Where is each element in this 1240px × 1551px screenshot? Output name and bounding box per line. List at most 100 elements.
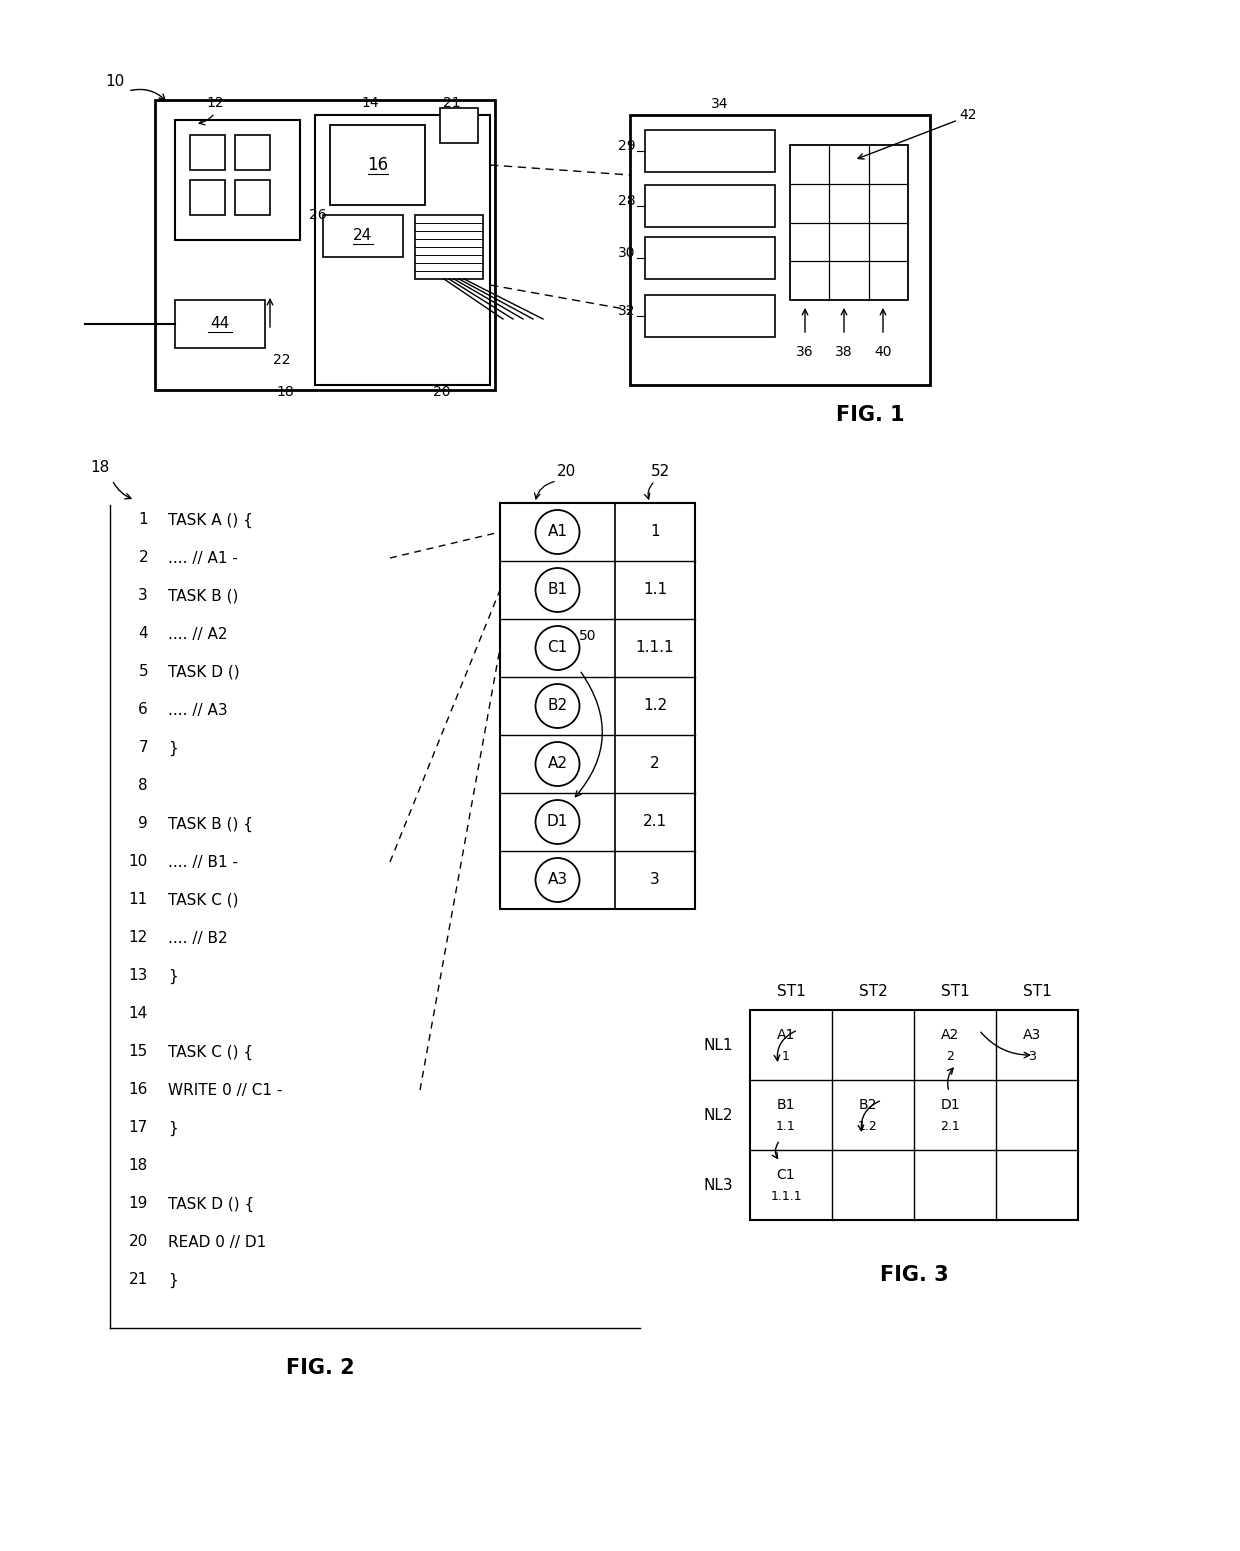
Text: 1.1: 1.1 (642, 583, 667, 597)
Text: 1: 1 (139, 512, 148, 527)
Text: 1: 1 (650, 524, 660, 540)
Text: 1.1.1: 1.1.1 (770, 1191, 802, 1204)
Text: WRITE 0 // C1 -: WRITE 0 // C1 - (167, 1083, 283, 1098)
Text: A2: A2 (941, 1028, 959, 1042)
Text: FIG. 2: FIG. 2 (285, 1359, 355, 1377)
Text: 20: 20 (129, 1235, 148, 1250)
Bar (645, 185, 775, 226)
Text: 10: 10 (105, 74, 125, 90)
Text: 3: 3 (138, 588, 148, 603)
Bar (155, 99, 495, 389)
Text: 6: 6 (138, 703, 148, 718)
Text: TASK A () {: TASK A () { (167, 512, 253, 527)
Text: }: } (167, 740, 177, 755)
Text: FIG. 3: FIG. 3 (879, 1266, 949, 1284)
Text: 10: 10 (129, 855, 148, 870)
Text: C1: C1 (776, 1168, 795, 1182)
Text: 12: 12 (206, 96, 223, 110)
Text: 20: 20 (557, 464, 577, 479)
Text: 2: 2 (946, 1050, 954, 1064)
Text: 21: 21 (129, 1272, 148, 1287)
Bar (190, 135, 224, 171)
Bar (415, 216, 484, 279)
Text: }: } (167, 1272, 177, 1287)
Text: A1: A1 (548, 524, 568, 540)
Text: 13: 13 (129, 968, 148, 983)
Text: 36: 36 (796, 344, 813, 358)
Bar (790, 144, 908, 299)
Text: .... // A1 -: .... // A1 - (167, 551, 238, 566)
Text: A2: A2 (548, 757, 568, 771)
Text: 1.1.1: 1.1.1 (636, 641, 675, 656)
Text: 1.1: 1.1 (776, 1120, 796, 1134)
Text: 18: 18 (129, 1159, 148, 1174)
Text: 18: 18 (277, 385, 294, 399)
Bar (322, 216, 403, 257)
Text: 30: 30 (619, 247, 636, 261)
Bar (500, 503, 694, 909)
Text: .... // A2: .... // A2 (167, 627, 227, 642)
Text: 28: 28 (619, 194, 636, 208)
Text: TASK C (): TASK C () (167, 892, 238, 907)
Text: 9: 9 (138, 816, 148, 831)
Text: B2: B2 (547, 698, 568, 713)
Text: 22: 22 (273, 354, 290, 368)
Text: 44: 44 (211, 316, 229, 332)
Text: B1: B1 (547, 583, 568, 597)
Text: }: } (167, 1120, 177, 1135)
Bar (440, 109, 477, 143)
Text: A1: A1 (776, 1028, 795, 1042)
Bar (190, 180, 224, 216)
Text: 40: 40 (874, 344, 892, 358)
Text: NL2: NL2 (703, 1107, 733, 1123)
Text: 1: 1 (782, 1050, 790, 1064)
Text: 3: 3 (1028, 1050, 1035, 1064)
Bar (330, 126, 425, 205)
Text: 4: 4 (139, 627, 148, 642)
Bar (645, 130, 775, 172)
Text: }: } (167, 968, 177, 983)
Text: D1: D1 (940, 1098, 960, 1112)
Text: 38: 38 (836, 344, 853, 358)
Text: B1: B1 (776, 1098, 795, 1112)
Text: .... // B2: .... // B2 (167, 931, 228, 946)
Text: .... // A3: .... // A3 (167, 703, 228, 718)
Text: 26: 26 (309, 208, 327, 222)
Text: 2: 2 (650, 757, 660, 771)
Text: TASK B (): TASK B () (167, 588, 238, 603)
Bar (236, 180, 270, 216)
Text: 52: 52 (650, 464, 670, 479)
Text: NL3: NL3 (703, 1177, 733, 1193)
Text: 15: 15 (129, 1044, 148, 1059)
Text: 17: 17 (129, 1120, 148, 1135)
Text: 8: 8 (139, 779, 148, 794)
Text: 5: 5 (139, 664, 148, 679)
Text: 32: 32 (619, 304, 636, 318)
Bar (175, 299, 265, 347)
Text: ST1: ST1 (1023, 985, 1052, 999)
Bar (645, 237, 775, 279)
Text: ST1: ST1 (776, 985, 805, 999)
Text: A3: A3 (1023, 1028, 1042, 1042)
Text: 34: 34 (712, 98, 729, 112)
Text: 7: 7 (139, 740, 148, 755)
Text: 20: 20 (433, 385, 451, 399)
Text: 14: 14 (361, 96, 378, 110)
Text: 21: 21 (443, 96, 461, 110)
Text: 42: 42 (960, 109, 977, 123)
Bar (750, 1010, 1078, 1221)
Text: .... // B1 -: .... // B1 - (167, 855, 238, 870)
Text: 3: 3 (650, 873, 660, 887)
Text: A3: A3 (547, 873, 568, 887)
Text: 1.2: 1.2 (642, 698, 667, 713)
Text: 24: 24 (353, 228, 373, 244)
Bar (315, 115, 490, 385)
Text: TASK D (): TASK D () (167, 664, 239, 679)
Text: 16: 16 (129, 1083, 148, 1098)
Bar (175, 119, 300, 240)
Text: 1.2: 1.2 (858, 1120, 878, 1134)
Text: 16: 16 (367, 157, 388, 174)
Text: NL1: NL1 (703, 1038, 733, 1053)
Text: C1: C1 (547, 641, 568, 656)
Bar (645, 295, 775, 337)
